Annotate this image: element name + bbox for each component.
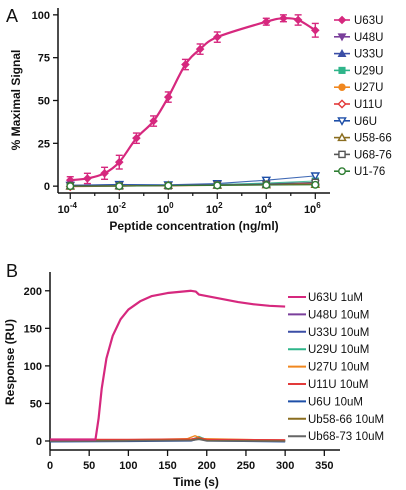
legend-b-label: U33U 10uM	[308, 327, 369, 339]
panel-a-y-tick-label: 75	[38, 53, 50, 65]
panel-b-x-tick-label: 100	[119, 460, 137, 472]
legend-b-label: U6U 10uM	[308, 396, 363, 408]
panel-a-point-u6u	[310, 172, 321, 181]
panel-a-legend: U63U U48U U33U U29U U27U U11U U6U U58-66 U68-76 U…	[334, 15, 392, 178]
panel-b-label: B	[6, 261, 18, 281]
panel-b-y-axis-title: Response (RU)	[3, 319, 17, 405]
panel-b-series-line-u63u-1um	[50, 289, 286, 441]
panel-b-x-tick-label: 300	[276, 460, 294, 472]
panel-a-label: A	[6, 6, 18, 26]
panel-a-y-tick-label: 0	[44, 181, 50, 193]
panel-a-series-line-u6u	[70, 175, 316, 186]
panel-a-fit-curve-u63u	[70, 17, 316, 182]
legend-a-swatch-marker	[337, 99, 347, 109]
panel-a-point-u63u	[149, 116, 158, 126]
panel-a-y-axis-title: % Maximal Signal	[9, 50, 23, 151]
legend-b-label: U27U 10uM	[308, 362, 369, 374]
legend-b-label: U29U 10uM	[308, 344, 369, 356]
legend-a-label: U48U	[354, 32, 383, 44]
panel-a-point-u1-76	[115, 182, 124, 191]
panel-a-plot: 0 25 50 75 100 10-4 10-2 100 102 104 106 Peptide …	[9, 8, 330, 233]
panel-a-x-axis-title: Peptide concentration (ng/ml)	[109, 219, 278, 233]
panel-a-point-u63u	[293, 15, 303, 25]
panel-a-x-tick-label: 100	[157, 201, 174, 216]
panel-a-point-u1-76	[213, 181, 222, 190]
legend-a-label: U29U	[354, 65, 383, 77]
panel-b-series-line-u11u-10um	[50, 437, 286, 441]
panel-b-plot: 0 50 100 150 200 0 50 100 150 200 250 300 350 Time …	[3, 272, 340, 489]
panel-a-point-u63u	[114, 157, 124, 167]
panel-a-point-u63u	[163, 92, 173, 102]
legend-a-swatch-marker	[338, 150, 346, 159]
panel-a-y-tick-label: 50	[38, 96, 50, 108]
panel-a-point-u63u	[195, 44, 205, 54]
panel-a-series-line-u1-76	[70, 184, 316, 187]
legend-b-label: U11U 10uM	[308, 379, 369, 391]
legend-a-swatch-marker	[337, 117, 347, 126]
panel-a-point-u63u	[83, 174, 92, 183]
panel-b-y-tick-label: 150	[24, 323, 42, 335]
legend-a-swatch-marker	[337, 132, 347, 142]
panel-b-x-tick-label: 150	[158, 460, 176, 472]
panel-b-y-ticks: 0 50 100 150 200	[24, 286, 50, 448]
legend-b-label: U63U 1uM	[308, 292, 363, 304]
legend-a-label: U27U	[354, 82, 383, 94]
panel-a-point-u1-76	[311, 180, 320, 189]
panel-b-x-tick-label: 50	[83, 460, 95, 472]
panel-a-point-u63u	[310, 25, 320, 35]
legend-a-swatch-marker	[338, 167, 346, 176]
panel-b-x-tick-label: 200	[198, 460, 216, 472]
legend-a-label: U1-76	[354, 166, 385, 178]
legend-a-label: U33U	[354, 49, 383, 61]
panel-b-x-axis-title: Time (s)	[173, 475, 219, 489]
panel-a-point-u63u	[261, 17, 271, 27]
panel-a-point-u1-76	[164, 181, 173, 190]
panel-b-x-ticks: 0 50 100 150 200 250 300 350	[47, 450, 334, 472]
panel-a-point-u1-76	[66, 182, 75, 191]
panel-a-y-ticks: 0 25 50 75 100	[32, 10, 58, 193]
legend-a-swatch-marker	[337, 33, 347, 42]
panel-b-y-tick-label: 50	[30, 398, 42, 410]
legend-a-label: U63U	[354, 15, 383, 27]
panel-b-series-lines	[49, 289, 286, 443]
panel-a-x-tick-label: 102	[206, 201, 223, 216]
panel-b-y-tick-label: 200	[24, 286, 42, 298]
panel-a-point-u63u	[181, 60, 190, 69]
panel-a-fit-curves	[70, 17, 316, 182]
legend-a-label: U11U	[354, 99, 383, 111]
panel-a-y-tick-label: 100	[32, 10, 50, 22]
legend-a-swatch-marker	[337, 48, 347, 57]
legend-b-label: Ub58-66 10uM	[308, 414, 384, 426]
panel-a-point-u63u	[100, 168, 109, 178]
legend-a-label: U6U	[354, 116, 377, 128]
legend-a-swatch-marker	[338, 83, 346, 91]
panel-a-data-marks	[65, 13, 321, 192]
panel-a-y-tick-label: 25	[38, 138, 50, 150]
panel-a-x-tick-label: 104	[255, 201, 272, 216]
panel-a-point-u1-76	[262, 181, 271, 190]
panel-a-point-u63u	[212, 32, 222, 42]
legend-a-label: U68-76	[354, 149, 392, 161]
panel-a-x-tick-label: 10-2	[107, 201, 127, 216]
panel-b-y-tick-label: 100	[24, 361, 42, 373]
panel-b-y-tick-label: 0	[36, 436, 42, 448]
legend-a-swatch-marker	[338, 66, 346, 74]
legend-a-swatch-marker	[337, 15, 347, 25]
panel-a-point-u63u	[279, 13, 288, 23]
panel-b-legend: U63U 1uM U48U 10uM U33U 10uM U29U 10uM U27U …	[288, 292, 384, 443]
panel-a-point-u63u	[132, 133, 141, 143]
panel-b-x-tick-label: 350	[315, 460, 333, 472]
panel-a-x-tick-label: 106	[304, 201, 321, 216]
panel-a-x-tick-label: 10-4	[58, 201, 78, 216]
legend-b-label: U48U 10uM	[308, 309, 369, 321]
legend-b-label: Ub68-73 10uM	[308, 431, 384, 443]
panel-a-x-ticks: 10-4 10-2 100 102 104 106	[58, 193, 321, 216]
legend-a-label: U58-66	[354, 133, 392, 145]
panel-b-x-tick-label: 0	[47, 460, 53, 472]
panel-b-series-line-ub68-73-10um	[49, 438, 286, 443]
panel-b-x-tick-label: 250	[237, 460, 255, 472]
